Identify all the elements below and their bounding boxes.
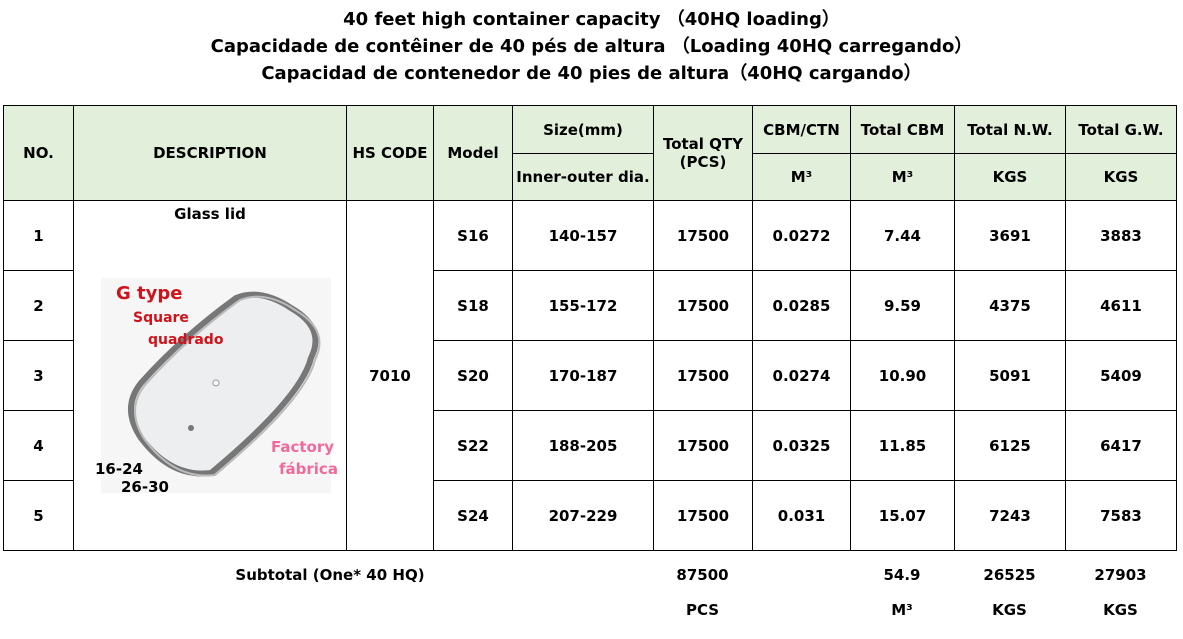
cell-nw: 6125 [954, 410, 1066, 481]
row-no: 4 [3, 410, 74, 481]
cell-model: S18 [433, 270, 513, 341]
cell-cbm-ctn: 0.0274 [752, 340, 851, 411]
product-description: Glass lid G type Square quadrado Factory… [73, 200, 347, 551]
title-pt: Capacidade de contêiner de 40 pés de alt… [210, 36, 973, 57]
table-row: 4 S22 188-205 17500 0.0325 11.85 6125 6417 [3, 410, 1177, 481]
label-quadrado: quadrado [148, 332, 224, 348]
cell-nw: 5091 [954, 340, 1066, 411]
cell-nw: 7243 [954, 480, 1066, 551]
cell-qty: 17500 [653, 410, 753, 481]
title-es: Capacidad de contenedor de 40 pies de al… [261, 63, 922, 84]
table-row: 5 S24 207-229 17500 0.031 15.07 7243 7583 [3, 480, 1177, 551]
header-total-gw: Total G.W. [1065, 105, 1177, 154]
header-total-qty: Total QTY (PCS) [653, 105, 753, 201]
subtotal-nw-unit: KGS [992, 601, 1027, 619]
label-g-type: G type [116, 283, 183, 304]
cell-cbm-ctn: 0.0272 [752, 200, 851, 271]
cell-cbm-ctn: 0.031 [752, 480, 851, 551]
table-row: 1 Glass lid G type Square quadrado Facto… [3, 200, 1177, 551]
subtotal-qty-unit: PCS [685, 601, 720, 619]
table-row: 3 S20 170-187 17500 0.0274 10.90 5091 5409 [3, 340, 1177, 411]
unit-cbm-ctn: M³ [752, 153, 851, 201]
subtotal-qty: 87500 [676, 566, 729, 584]
subtotal-cbm-unit: M³ [891, 601, 913, 619]
cell-qty: 17500 [653, 270, 753, 341]
header-size: Size(mm) [512, 105, 654, 154]
header-cbm-ctn: CBM/CTN [752, 105, 851, 154]
label-range-1: 16-24 [95, 460, 143, 478]
subtotal-gw-unit: KGS [1103, 601, 1138, 619]
cell-total-cbm: 10.90 [850, 340, 955, 411]
cell-cbm-ctn: 0.0325 [752, 410, 851, 481]
title-en: 40 feet high container capacity （40HQ lo… [343, 9, 840, 30]
cell-total-cbm: 9.59 [850, 270, 955, 341]
subtotal-nw: 26525 [983, 566, 1036, 584]
subtotal-cbm: 54.9 [883, 566, 921, 584]
header-no: NO. [3, 105, 74, 201]
unit-total-cbm: M³ [850, 153, 955, 201]
subtotal-label: Subtotal (One* 40 HQ) [235, 566, 425, 584]
cell-model: S22 [433, 410, 513, 481]
cell-total-cbm: 11.85 [850, 410, 955, 481]
cell-gw: 3883 [1065, 200, 1177, 271]
cell-qty: 17500 [653, 200, 753, 271]
unit-nw: KGS [954, 153, 1066, 201]
cell-model: S24 [433, 480, 513, 551]
cell-model: S16 [433, 200, 513, 271]
cell-size: 188-205 [512, 410, 654, 481]
cell-size: 207-229 [512, 480, 654, 551]
cell-model: S20 [433, 340, 513, 411]
header-model: Model [433, 105, 513, 201]
label-square: Square [133, 310, 189, 326]
cell-total-cbm: 15.07 [850, 480, 955, 551]
row-no: 1 [3, 200, 74, 271]
header-total-cbm: Total CBM [850, 105, 955, 154]
table-row: 2 S18 155-172 17500 0.0285 9.59 4375 4611 [3, 270, 1177, 341]
cell-gw: 7583 [1065, 480, 1177, 551]
product-name: Glass lid [174, 205, 246, 223]
cell-qty: 17500 [653, 480, 753, 551]
cell-cbm-ctn: 0.0285 [752, 270, 851, 341]
capacity-table: NO. DESCRIPTION HS CODE Model Size(mm) T… [3, 105, 1177, 551]
unit-gw: KGS [1065, 153, 1177, 201]
row-no: 3 [3, 340, 74, 411]
glass-lid-icon [128, 291, 321, 477]
cell-size: 170-187 [512, 340, 654, 411]
cell-size: 140-157 [512, 200, 654, 271]
hs-code: 7010 [346, 200, 434, 551]
glass-lid-image: G type Square quadrado Factory fábrica 1… [95, 278, 338, 496]
row-no: 2 [3, 270, 74, 341]
cell-total-cbm: 7.44 [850, 200, 955, 271]
cell-nw: 4375 [954, 270, 1066, 341]
label-factory: Factory [271, 438, 335, 456]
label-range-2: 26-30 [121, 478, 169, 496]
header-size-sub: Inner-outer dia. [512, 153, 654, 201]
row-no: 5 [3, 480, 74, 551]
cell-gw: 4611 [1065, 270, 1177, 341]
subtotal-gw: 27903 [1094, 566, 1147, 584]
cell-gw: 6417 [1065, 410, 1177, 481]
label-fabrica: fábrica [279, 460, 338, 478]
cell-nw: 3691 [954, 200, 1066, 271]
cell-size: 155-172 [512, 270, 654, 341]
header-description: DESCRIPTION [73, 105, 347, 201]
cell-qty: 17500 [653, 340, 753, 411]
cell-gw: 5409 [1065, 340, 1177, 411]
header-total-nw: Total N.W. [954, 105, 1066, 154]
header-hs-code: HS CODE [346, 105, 434, 201]
